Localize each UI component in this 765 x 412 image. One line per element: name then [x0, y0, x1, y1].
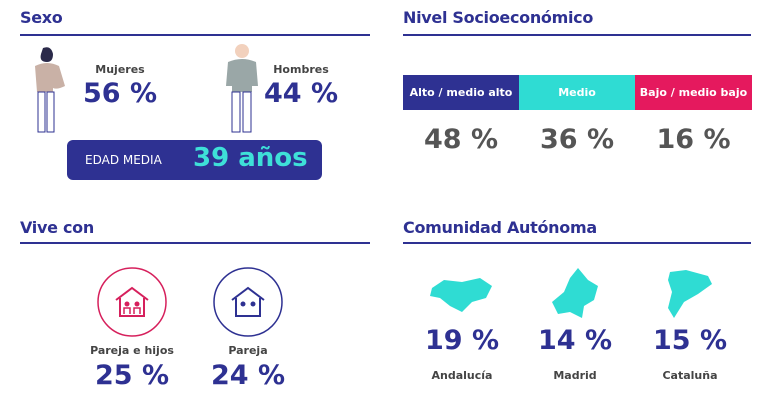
divider	[403, 242, 751, 244]
item-label: Andalucía	[431, 369, 493, 382]
level-value: 48 %	[423, 124, 499, 155]
andalucia-map	[430, 278, 492, 312]
item-value: 14 %	[537, 325, 613, 356]
item-label: Pareja	[228, 344, 268, 357]
group-value: 56 %	[82, 78, 158, 109]
madrid-map	[552, 268, 598, 318]
section-title: Nivel Socioeconómico	[403, 8, 594, 27]
divider	[20, 34, 370, 36]
group-value: 44 %	[263, 78, 339, 109]
woman-figure	[35, 47, 65, 133]
age-box	[67, 140, 322, 180]
section-title: Sexo	[20, 8, 63, 27]
section-title: Vive con	[20, 218, 94, 237]
group-label: Hombres	[273, 63, 329, 76]
level-value: 36 %	[539, 124, 615, 155]
couple-icon	[213, 267, 283, 337]
item-value: 19 %	[424, 325, 500, 356]
divider	[20, 242, 370, 244]
man-figure	[226, 44, 258, 133]
section-title: Comunidad Autónoma	[403, 218, 597, 237]
divider	[403, 34, 751, 36]
age-value: 39 años	[193, 143, 308, 173]
group-label: Mujeres	[95, 63, 145, 76]
level-label: Medio	[519, 75, 635, 110]
level-value: 16 %	[656, 124, 731, 155]
item-label: Pareja e hijos	[90, 344, 174, 357]
cataluna-map	[668, 270, 712, 318]
age-label: EDAD MEDIA	[85, 153, 162, 167]
level-label: Bajo / medio bajo	[635, 75, 752, 110]
item-value: 15 %	[652, 325, 728, 356]
item-label: Madrid	[553, 369, 597, 382]
family-icon	[97, 267, 167, 337]
item-value: 24 %	[210, 360, 286, 391]
item-value: 25 %	[94, 360, 170, 391]
level-label: Alto / medio alto	[403, 75, 519, 110]
item-label: Cataluña	[662, 369, 718, 382]
